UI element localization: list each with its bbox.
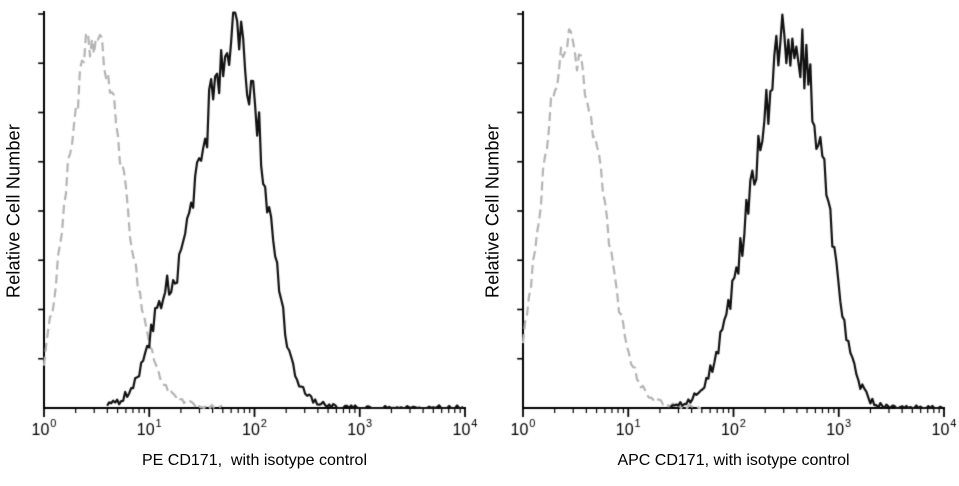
histogram-plot-pe-cd171	[0, 0, 479, 448]
x-axis-caption-pe: PE CD171, with isotype control	[142, 452, 367, 469]
panel-apc-cd171: Relative Cell Number APC CD171, with iso…	[479, 0, 958, 486]
x-axis-caption-apc: APC CD171, with isotype control	[617, 452, 850, 469]
y-axis-label: Relative Cell Number	[482, 123, 503, 299]
y-axis-label: Relative Cell Number	[3, 123, 24, 299]
panel-pe-cd171: Relative Cell Number PE CD171, with isot…	[0, 0, 479, 486]
histogram-plot-apc-cd171	[479, 0, 958, 448]
